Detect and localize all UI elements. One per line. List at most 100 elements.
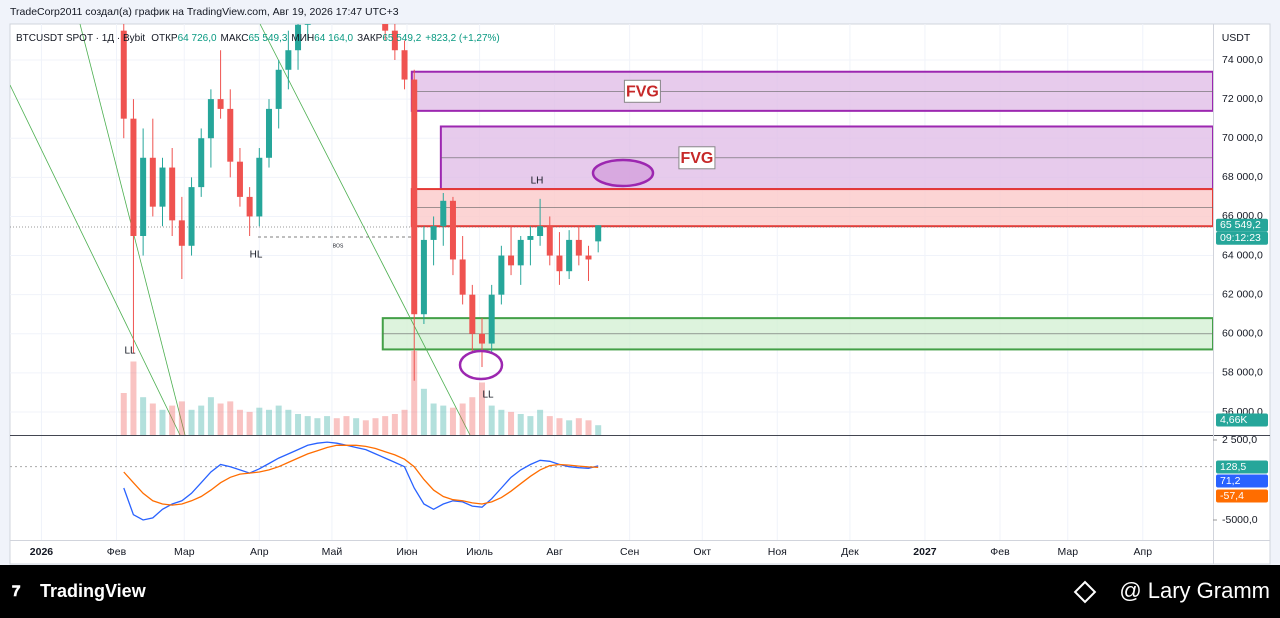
zone-label-box — [623, 79, 661, 103]
x-tick-label: 2026 — [30, 546, 54, 558]
candles — [120, 24, 602, 381]
candle-body — [382, 24, 389, 31]
candle-body — [207, 99, 214, 139]
volume-bar — [440, 405, 447, 435]
volume-bar — [488, 405, 495, 435]
x-tick-label: Дек — [841, 546, 859, 558]
volume-bar — [508, 411, 515, 435]
candle-body — [246, 196, 253, 217]
author-name: @ Lary Gramm — [1119, 578, 1270, 603]
candle-body — [517, 239, 524, 266]
volume-bar — [198, 405, 205, 435]
y-tick-label: 60 000,0 — [1222, 328, 1263, 340]
y-tick-label: -5000,0 — [1222, 514, 1258, 526]
candle-body — [498, 255, 505, 295]
volume-bar — [236, 409, 243, 435]
brand-logo: 𝟕 — [12, 583, 21, 600]
last-price: 65 549,2 — [1220, 219, 1261, 231]
volume-bar — [324, 416, 331, 435]
legend-label: МАКС — [221, 33, 249, 44]
volume-bar — [469, 397, 476, 435]
candle-body — [120, 30, 127, 119]
candle-body — [537, 226, 544, 237]
volume-bar — [430, 403, 437, 435]
legend-value: 65 549,3 — [248, 33, 287, 44]
volume-bar — [517, 414, 524, 435]
volume-bar — [149, 403, 156, 435]
x-tick-label: Мар — [174, 546, 195, 558]
volume-bar — [498, 409, 505, 435]
candle-body — [449, 200, 456, 260]
annotations: LH HL LL LL BOS — [124, 176, 543, 401]
attribution: TradeCorp2011 создал(а) график на Tradin… — [10, 6, 399, 18]
x-tick-label: Фев — [990, 546, 1010, 558]
x-tick-label: Апр — [250, 546, 269, 558]
candle-body — [488, 294, 495, 344]
legend-change: +823,2 (+1,27%) — [425, 33, 500, 44]
volume-bar — [246, 411, 253, 435]
legend-value: 65 549,2 — [382, 33, 421, 44]
volume-last: 4,66K — [1220, 414, 1247, 426]
volume-bar — [527, 416, 534, 435]
volume-bar — [140, 397, 147, 435]
annotation: LL — [124, 346, 136, 357]
volume-bar — [401, 409, 408, 435]
y-tick-label: 62 000,0 — [1222, 288, 1263, 300]
candle-body — [149, 157, 156, 207]
volume-bar — [120, 393, 127, 435]
candle-body — [391, 30, 398, 51]
x-tick-label: Май — [322, 546, 343, 558]
legend-value: 64 164,0 — [314, 33, 353, 44]
candle-body — [236, 161, 243, 197]
annotation: HL — [250, 250, 263, 261]
volume-bar — [382, 416, 389, 435]
candle-body — [556, 255, 563, 272]
volume-bar — [575, 418, 582, 435]
brand: 𝟕 TradingView — [12, 581, 147, 601]
volume-bar — [178, 401, 185, 435]
candle-body — [130, 118, 137, 237]
candle-body — [178, 220, 185, 246]
annotation: BOS — [333, 243, 344, 249]
ellipses — [458, 158, 655, 381]
x-tick-label: Апр — [1134, 546, 1153, 558]
y-tick-label: 68 000,0 — [1222, 171, 1263, 183]
volume-bar — [353, 418, 360, 435]
volume-bar — [566, 420, 573, 435]
countdown-box — [1216, 231, 1268, 245]
y-tick-label: 2 500,0 — [1222, 434, 1257, 446]
candle-body — [595, 225, 602, 242]
volume-bar — [130, 361, 137, 435]
volume-bar — [479, 382, 486, 435]
legend-title: BTCUSDT SPOT · 1Д · Bybit — [16, 33, 145, 44]
candle-body — [256, 157, 263, 217]
candle-body — [227, 108, 234, 162]
signal-line — [123, 444, 599, 506]
volume-bar — [159, 409, 166, 435]
y-tick-label: 58 000,0 — [1222, 367, 1263, 379]
volume-bar — [459, 403, 466, 435]
x-tick-label: 2027 — [913, 546, 937, 558]
volume-bar — [275, 405, 282, 435]
macd-last: 71,2 — [1220, 475, 1241, 487]
volume-bar — [295, 414, 302, 435]
zone-label: FVG — [680, 150, 713, 167]
volume-bar — [585, 420, 592, 435]
candle-body — [411, 79, 418, 315]
histogram-last: 128,5 — [1220, 461, 1246, 473]
y-tick-label: 74 000,0 — [1222, 54, 1263, 66]
candle-body — [188, 187, 195, 246]
legend-label: ЗАКР — [357, 33, 383, 44]
candle-body — [285, 50, 292, 70]
countdown: 09:12:23 — [1220, 232, 1261, 244]
candle-body — [198, 138, 205, 188]
x-tick-label: Авг — [546, 546, 563, 558]
candle-body — [479, 333, 486, 344]
x-tick-label: Фев — [107, 546, 127, 558]
zones: FVG FVG — [381, 70, 1213, 351]
volume-bar — [188, 409, 195, 435]
candle-body — [566, 239, 573, 272]
legend-label: МИН — [291, 33, 314, 44]
y-tick-label: 70 000,0 — [1222, 132, 1263, 144]
